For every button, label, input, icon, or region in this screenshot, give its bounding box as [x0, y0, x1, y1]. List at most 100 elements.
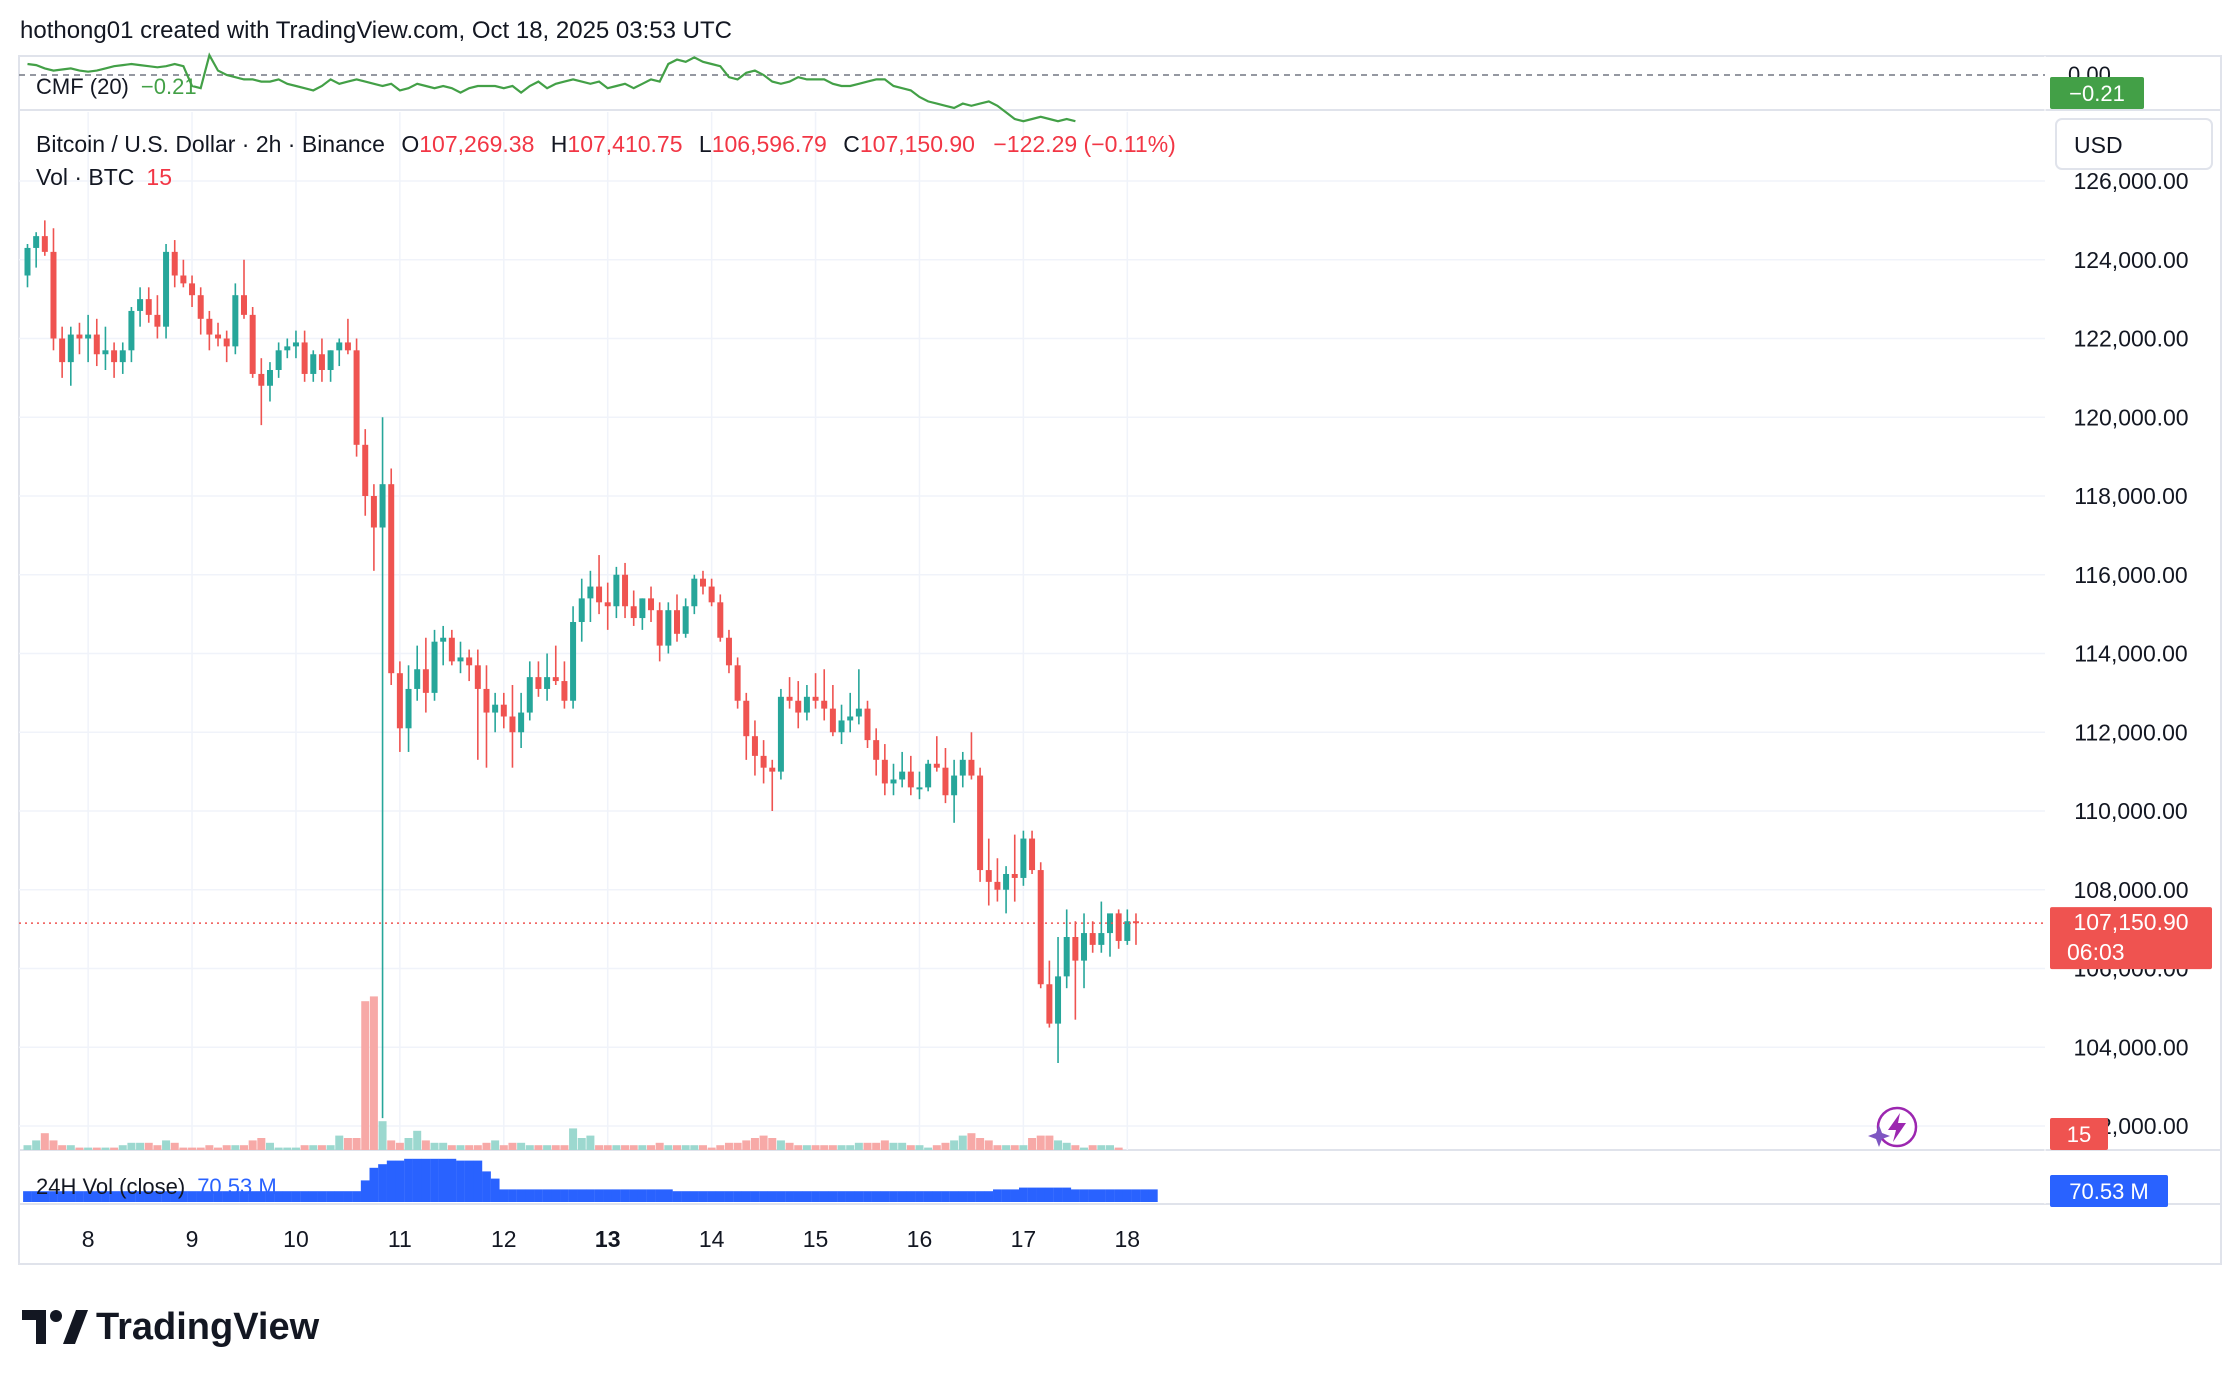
vol24-bar [707, 1191, 717, 1202]
volume-bar [638, 1145, 647, 1150]
candle [544, 653, 551, 701]
candle [622, 562, 629, 619]
vol24-bar [352, 1191, 361, 1202]
vol24-bar [31, 1191, 41, 1202]
volume-bar [517, 1142, 526, 1150]
volume-bar [240, 1145, 248, 1150]
volume-bar [586, 1135, 595, 1150]
volume-bar [387, 1140, 396, 1150]
volume-bar [421, 1140, 430, 1150]
candle [838, 704, 845, 745]
candle [656, 602, 663, 662]
volume-bar [898, 1142, 907, 1150]
vol24-bar [239, 1191, 249, 1202]
vol24-badge: 70.53 M [2069, 1179, 2149, 1204]
vol24-bar [430, 1158, 439, 1202]
vol24-bar [1070, 1189, 1080, 1202]
candle [1046, 960, 1053, 1028]
volume-bar [551, 1145, 560, 1150]
volume-bar [958, 1135, 967, 1150]
volume-bar [768, 1138, 777, 1150]
volume-bar [595, 1145, 604, 1150]
candle [111, 342, 118, 378]
volume-bar [413, 1130, 422, 1150]
vol24-bar [187, 1191, 197, 1202]
vol24-bar [66, 1191, 76, 1202]
open-label: O [401, 131, 419, 157]
cmf-label[interactable]: CMF (20) −0.21 [36, 74, 197, 99]
vol24-bar [819, 1191, 829, 1202]
vol24-bar [127, 1191, 136, 1202]
candle [292, 330, 299, 359]
candle [1107, 913, 1113, 957]
vol24-bar [672, 1191, 682, 1202]
volume-bar [629, 1145, 638, 1150]
candle [353, 338, 360, 457]
candle [977, 767, 984, 882]
open-value: 107,269.38 [419, 131, 534, 157]
volume-bar [690, 1145, 699, 1150]
candle [890, 763, 897, 796]
volume-bar [872, 1142, 881, 1150]
lightning-icon[interactable] [1868, 1106, 1918, 1148]
vol24-bar [153, 1191, 162, 1202]
vol24-bar [828, 1191, 838, 1202]
volume-bar [369, 996, 378, 1150]
chart-frame [18, 55, 2222, 1265]
volume-bar [205, 1145, 214, 1150]
volume-bar [828, 1145, 837, 1150]
vol24-bar [776, 1191, 786, 1202]
vol24-bar [949, 1191, 959, 1202]
vol24-bar [854, 1191, 864, 1202]
candle [431, 629, 438, 701]
vol24-bar [941, 1191, 950, 1202]
candle [379, 417, 386, 1119]
volume-bar [543, 1145, 552, 1150]
vol24-bar [1001, 1189, 1011, 1202]
candle [526, 661, 533, 721]
vol24-bar [1019, 1187, 1028, 1202]
candle [1020, 830, 1027, 886]
candles [24, 220, 1139, 1119]
price-axis[interactable]: 102,000.00104,000.00106,000.00108,000.00… [2073, 168, 2188, 1139]
vol24-bar [1148, 1189, 1158, 1202]
vol24-legend[interactable]: 24H Vol (close) 70.53 M [36, 1174, 277, 1199]
brand-wordmark: TradingView [96, 1306, 320, 1348]
candle [1072, 921, 1079, 1020]
volume-bar [811, 1145, 820, 1150]
vol24-bar [404, 1158, 413, 1202]
volume-bar [499, 1145, 508, 1150]
time-tick-label: 9 [186, 1226, 199, 1252]
volume-bar [612, 1145, 621, 1150]
volume-bar [49, 1140, 58, 1150]
volume-bar [265, 1142, 274, 1150]
volume-bar [846, 1145, 855, 1150]
vol24-bar [213, 1191, 223, 1202]
candle [942, 748, 949, 804]
vol24-bar [23, 1191, 32, 1202]
candle [985, 838, 992, 906]
volume-bar [742, 1140, 751, 1150]
vol24-bar [1114, 1189, 1124, 1202]
time-axis[interactable]: 8 9 10 11 12 13 14 15 16 17 18 [82, 1226, 1140, 1252]
vol24-bar [1131, 1189, 1141, 1202]
candle [171, 240, 178, 288]
symbol-legend[interactable]: Bitcoin / U.S. Dollar · 2h · Binance O10… [36, 131, 1176, 157]
currency-button-bg[interactable] [2055, 118, 2213, 170]
close-label: C [843, 131, 860, 157]
vol24-bar [1027, 1187, 1037, 1202]
volume-label: Vol · BTC [36, 164, 134, 190]
candle [795, 681, 802, 729]
candle [163, 244, 170, 339]
candle [847, 692, 854, 733]
candle [33, 232, 40, 268]
volume-bar [300, 1145, 309, 1150]
volume-legend[interactable]: Vol · BTC 15 [36, 164, 172, 190]
currency-button[interactable]: USD [2074, 132, 2123, 158]
vol24-bar [759, 1191, 768, 1202]
vol24-bar [1122, 1189, 1132, 1202]
candle [1081, 913, 1088, 989]
volume-bar [32, 1140, 41, 1150]
candle [699, 570, 706, 595]
